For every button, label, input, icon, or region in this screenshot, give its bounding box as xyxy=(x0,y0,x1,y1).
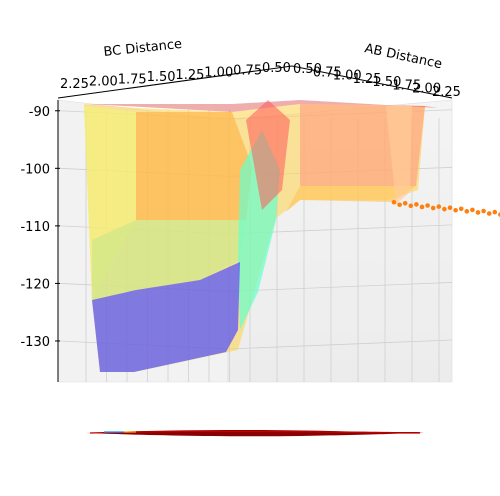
scatter-point xyxy=(464,209,470,214)
x-axis-title: BC Distance xyxy=(103,37,183,60)
y-tick-label: 2.25 xyxy=(432,85,461,100)
trajectory-scatter xyxy=(391,199,500,217)
scatter-point xyxy=(481,208,486,214)
y-tick-labels: 0.500.751.001.251.501.752.002.25 xyxy=(293,62,461,100)
scatter-point xyxy=(447,205,453,210)
z-tick-label: -120 xyxy=(20,277,50,292)
scatter-point xyxy=(470,207,475,213)
scatter-point xyxy=(419,204,425,210)
scatter-point xyxy=(408,203,414,209)
x-tick-label: 2.00 xyxy=(89,75,118,90)
surface-right-edge xyxy=(386,106,412,204)
scatter-point xyxy=(430,205,436,211)
x-tick-label: 0.75 xyxy=(233,63,262,78)
z-tick-label: -90 xyxy=(29,105,50,120)
x-tick-label: 1.25 xyxy=(175,68,204,83)
surface-mid-plateau xyxy=(136,112,252,220)
x-tick-label: 1.00 xyxy=(204,66,233,81)
z-tick-label: -100 xyxy=(20,162,50,177)
scatter-point xyxy=(436,204,442,209)
scatter-point xyxy=(414,202,419,207)
scatter-point xyxy=(486,211,492,216)
y-tick-label: 1.25 xyxy=(353,72,382,87)
y-tick-label: 0.50 xyxy=(293,62,322,77)
grid-line-z xyxy=(227,282,453,292)
scatter-point xyxy=(492,209,498,215)
y-tick-label: 1.00 xyxy=(333,69,362,84)
surface-right-ridge xyxy=(286,186,416,212)
x-axis-line xyxy=(57,65,293,99)
scatter-point xyxy=(425,203,430,208)
surface-blue-well xyxy=(92,262,240,372)
x-tick-label: 1.75 xyxy=(118,72,147,87)
y-tick-label: 1.50 xyxy=(372,75,401,90)
y-tick-label: 1.75 xyxy=(392,78,421,93)
scatter-point xyxy=(453,207,458,213)
z-tick-label: -110 xyxy=(20,220,50,235)
scatter-point xyxy=(442,206,447,212)
x-tick-label: 2.25 xyxy=(60,77,89,92)
scatter-point xyxy=(397,202,402,208)
y-axis-line xyxy=(291,65,453,99)
surface-red-peak xyxy=(246,100,290,210)
contour-line-red xyxy=(89,430,421,434)
y-tick-label: 0.75 xyxy=(313,65,342,80)
scatter-point xyxy=(458,206,464,212)
energy-surface xyxy=(84,100,438,372)
y-axis-title: AB Distance xyxy=(363,41,443,72)
y-tick-label: 2.00 xyxy=(412,82,441,97)
x-tick-label: 0.50 xyxy=(262,61,291,76)
z-tick-labels: -90 -100 -110 -120 -130 xyxy=(20,105,60,350)
scatter-point xyxy=(391,199,397,205)
scatter-point xyxy=(475,210,481,215)
x-tick-label: 1.50 xyxy=(147,70,176,85)
scatter-point xyxy=(402,201,408,206)
projected-contour xyxy=(86,429,424,437)
z-tick-label: -130 xyxy=(20,335,50,350)
x-tick-labels: 2.25 2.00 1.75 1.50 1.25 1.00 0.75 0.50 xyxy=(60,61,291,92)
grid-line-z xyxy=(227,339,453,350)
surface-green-band xyxy=(92,220,246,300)
